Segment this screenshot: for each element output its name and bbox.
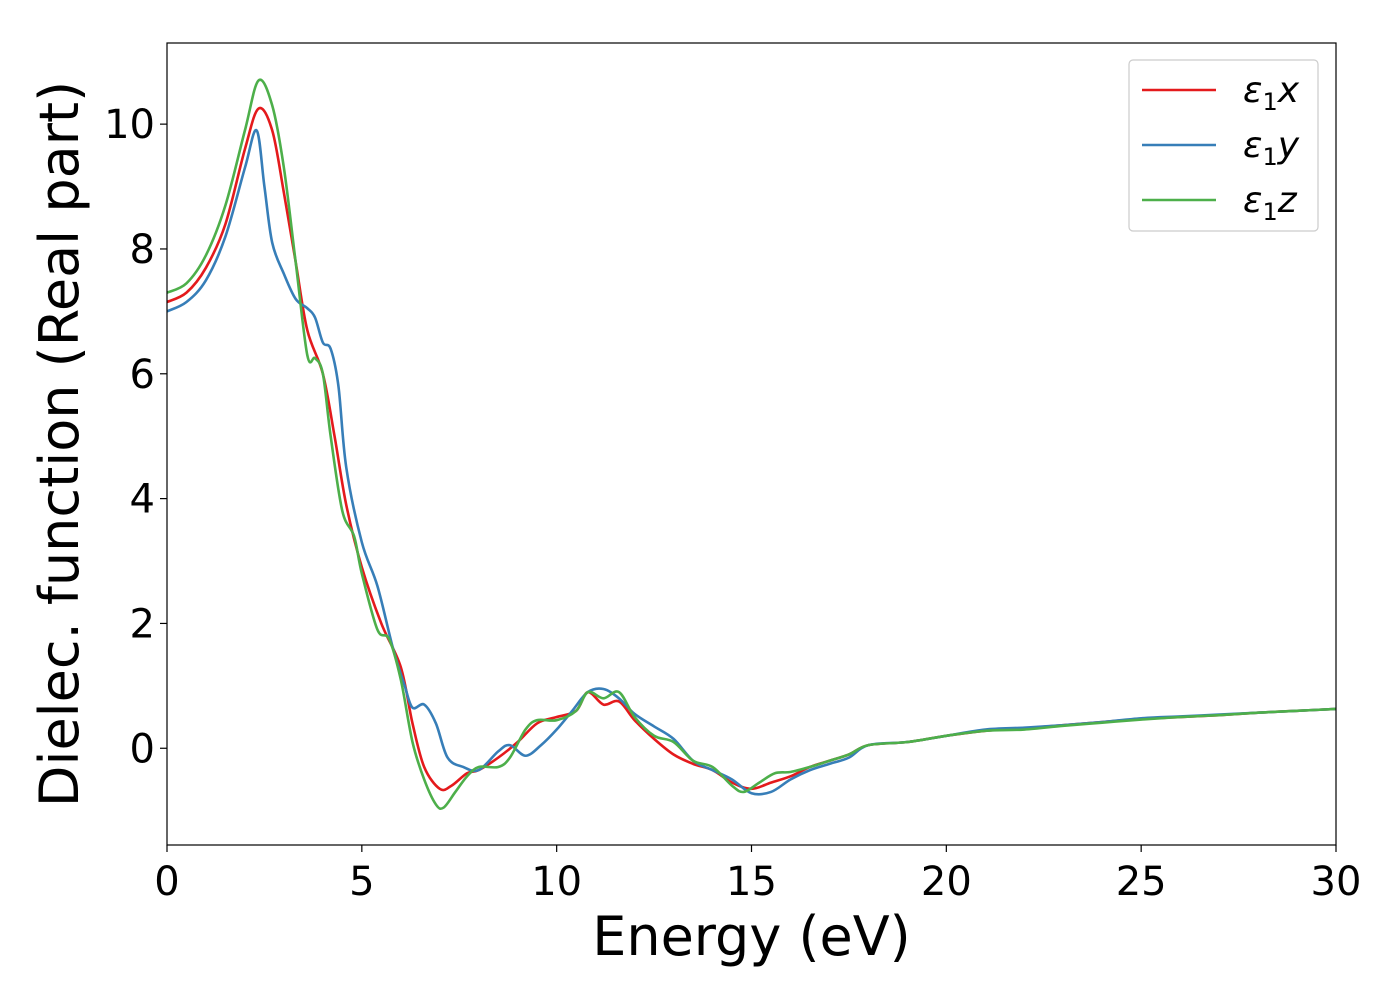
x-tick-label: 30 [1311, 859, 1362, 905]
series-line-z [167, 78, 1336, 811]
x-tick-label: 15 [726, 859, 777, 905]
y-axis-title: Dielec. function (Real part) [28, 81, 91, 807]
y-tick-label: 6 [130, 352, 155, 398]
x-tick-label: 5 [349, 859, 374, 905]
y-tick-label: 2 [130, 601, 155, 647]
series-layer [167, 78, 1336, 811]
y-tick-label: 0 [130, 726, 155, 772]
ticks-layer: 0 5 10 15 20 25 30 0 2 4 6 8 10 [104, 102, 1361, 905]
y-tick-label: 10 [104, 102, 155, 148]
x-tick-label: 20 [921, 859, 972, 905]
legend-label-y: ε1y [1243, 125, 1300, 171]
legend-box [1128, 59, 1319, 232]
x-axis-title: Energy (eV) [592, 905, 911, 968]
x-tick-label: 0 [154, 859, 179, 905]
y-tick-label: 4 [130, 477, 155, 523]
legend-label-x: ε1x [1243, 70, 1300, 116]
legend-label-z: ε1z [1243, 180, 1298, 226]
x-tick-label: 10 [531, 859, 582, 905]
legend: ε1x ε1y ε1z [1128, 59, 1319, 232]
y-tick-label: 8 [130, 227, 155, 273]
x-tick-label: 25 [1116, 859, 1167, 905]
